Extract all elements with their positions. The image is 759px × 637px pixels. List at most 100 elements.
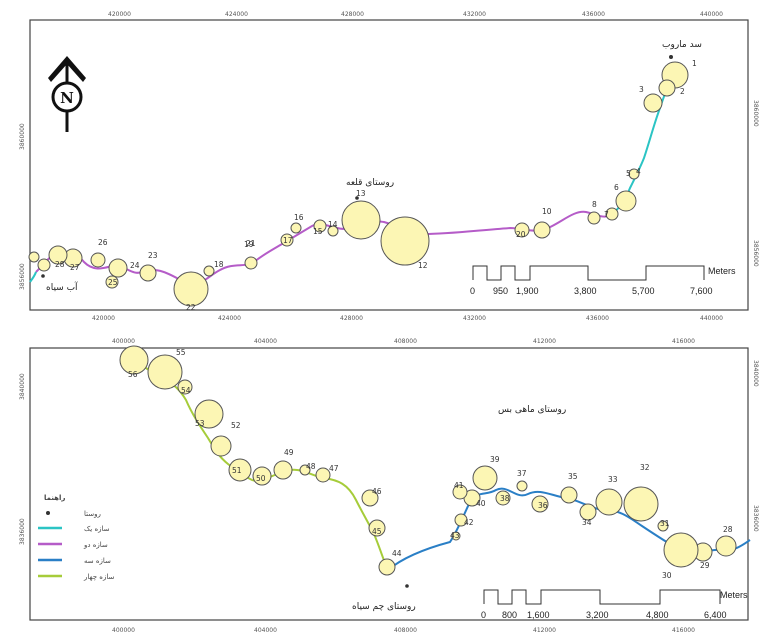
tick-label: 416000 xyxy=(672,338,695,345)
scale-label: 0 xyxy=(481,610,486,620)
site-circle[interactable] xyxy=(624,487,658,521)
point-label: 22 xyxy=(186,303,196,312)
point-label: 18 xyxy=(214,260,224,269)
point-label: 28 xyxy=(55,260,65,269)
scale-label: 7,600 xyxy=(690,286,713,296)
scale-unit: Meters xyxy=(708,266,736,276)
point-label: 29 xyxy=(700,561,710,570)
point-label: 26 xyxy=(98,238,108,247)
tick-label: 400000 xyxy=(112,627,135,634)
tick-label: 404000 xyxy=(254,338,277,345)
point-label: 34 xyxy=(582,518,592,527)
scale-label: 1,600 xyxy=(527,610,550,620)
village-dot xyxy=(355,196,359,200)
point-label: 49 xyxy=(284,448,294,457)
village-label: آب سیاه xyxy=(46,281,78,293)
site-circle[interactable] xyxy=(204,266,214,276)
site-circle[interactable] xyxy=(291,223,301,233)
site-circle[interactable] xyxy=(140,265,156,281)
point-label: 15 xyxy=(313,227,323,236)
site-circle[interactable] xyxy=(245,257,257,269)
point-label: 43 xyxy=(450,531,460,540)
point-label: 28 xyxy=(723,525,733,534)
point-label: 20 xyxy=(516,230,526,239)
tick-label: 432000 xyxy=(463,11,486,18)
point-label: 50 xyxy=(256,474,266,483)
point-label: 46 xyxy=(372,487,382,496)
site-circle[interactable] xyxy=(588,212,600,224)
legend-label: روستا xyxy=(84,510,101,518)
site-circle[interactable] xyxy=(342,201,380,239)
point-label: 52 xyxy=(231,421,241,430)
site-circle[interactable] xyxy=(716,536,736,556)
tick-label: 3860000 xyxy=(19,123,26,150)
site-circle[interactable] xyxy=(664,533,698,567)
tick-label: 428000 xyxy=(341,11,364,18)
site-circle[interactable] xyxy=(91,253,105,267)
village-label: روستای چم سیاه xyxy=(352,602,416,612)
point-label: 36 xyxy=(538,501,548,510)
point-label: 16 xyxy=(294,213,304,222)
north-letter: N xyxy=(60,89,74,107)
y-ticks-left: 3860000 3856000 xyxy=(19,123,26,290)
site-circle[interactable] xyxy=(616,191,636,211)
point-label: 31 xyxy=(660,519,670,528)
point-label: 41 xyxy=(454,481,464,490)
point-label: 4 xyxy=(636,167,641,176)
y-ticks-right: 3860000 3856000 xyxy=(752,100,759,267)
site-circle[interactable] xyxy=(109,259,127,277)
site-circle[interactable] xyxy=(561,487,577,503)
scale-label: 4,800 xyxy=(646,610,669,620)
site-circle[interactable] xyxy=(274,461,292,479)
legend-label: سازه سه xyxy=(84,557,111,565)
site-circle[interactable] xyxy=(211,436,231,456)
site-circle[interactable] xyxy=(473,466,497,490)
map-panel-top[interactable]: 420000 424000 428000 432000 436000 44000… xyxy=(0,0,759,330)
tick-label: 412000 xyxy=(533,338,556,345)
point-label: 55 xyxy=(176,348,186,357)
site-circle[interactable] xyxy=(29,252,39,262)
point-label: 39 xyxy=(490,455,500,464)
site-circle[interactable] xyxy=(596,489,622,515)
tick-label: 3836000 xyxy=(752,505,759,532)
site-circle[interactable] xyxy=(379,559,395,575)
tick-label: 428000 xyxy=(340,315,363,322)
tick-label: 404000 xyxy=(254,627,277,634)
x-ticks-bottom: 400000 404000 408000 412000 416000 xyxy=(112,627,695,634)
point-label: 54 xyxy=(181,386,191,395)
tick-label: 3836000 xyxy=(19,518,26,545)
map-panel-bottom[interactable]: 400000 404000 408000 412000 416000 40000… xyxy=(0,330,759,637)
site-circle[interactable] xyxy=(316,468,330,482)
tick-label: 412000 xyxy=(533,627,556,634)
point-label: 10 xyxy=(542,207,552,216)
site-circle[interactable] xyxy=(534,222,550,238)
point-label: 45 xyxy=(372,527,382,536)
scale-label: 3,200 xyxy=(586,610,609,620)
site-circle[interactable] xyxy=(381,217,429,265)
scale-label: 3,800 xyxy=(574,286,597,296)
scale-label: 0 xyxy=(470,286,475,296)
point-label: 47 xyxy=(329,464,339,473)
point-label: 38 xyxy=(500,494,510,503)
site-circle[interactable] xyxy=(644,94,662,112)
point-label: 40 xyxy=(476,499,486,508)
site-circle[interactable] xyxy=(659,80,675,96)
site-circle[interactable] xyxy=(517,481,527,491)
tick-label: 440000 xyxy=(700,11,723,18)
point-label: 17 xyxy=(283,236,293,245)
tick-label: 400000 xyxy=(112,338,135,345)
tick-label: 408000 xyxy=(394,627,417,634)
point-label: 51 xyxy=(232,466,242,475)
site-circle[interactable] xyxy=(38,259,50,271)
point-label: 44 xyxy=(392,549,402,558)
point-label: 2 xyxy=(680,87,685,96)
site-circle[interactable] xyxy=(174,272,208,306)
point-label: 33 xyxy=(608,475,618,484)
site-circle[interactable] xyxy=(148,355,182,389)
scale-label: 800 xyxy=(502,610,517,620)
point-label: 25 xyxy=(108,278,118,287)
scale-label: 950 xyxy=(493,286,508,296)
point-label: 14 xyxy=(328,220,338,229)
x-ticks-bottom: 420000 424000 428000 432000 436000 44000… xyxy=(92,315,723,322)
tick-label: 436000 xyxy=(582,11,605,18)
